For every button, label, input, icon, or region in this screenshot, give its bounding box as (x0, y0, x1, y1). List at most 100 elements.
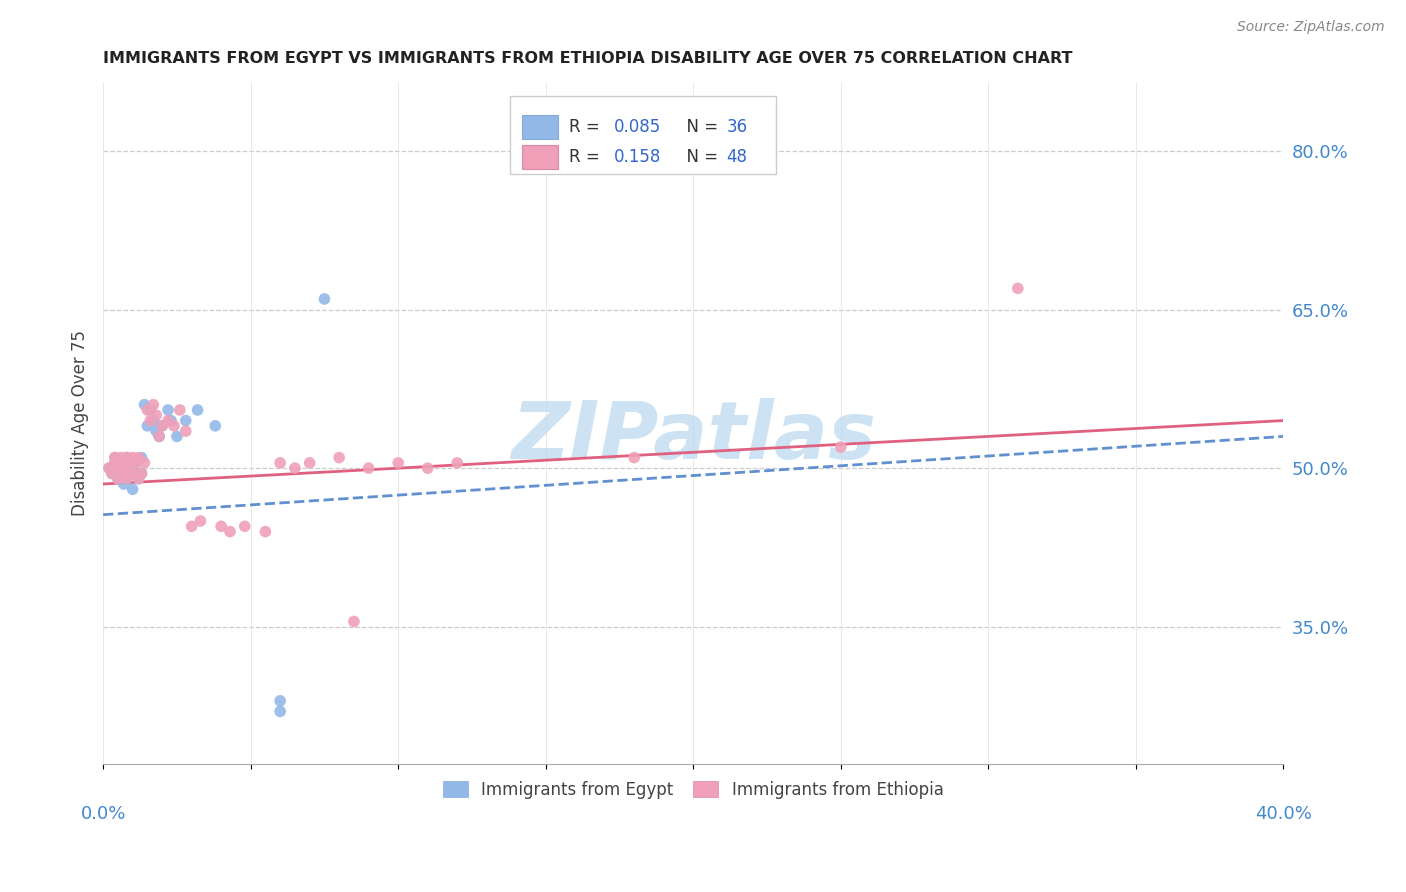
Text: Source: ZipAtlas.com: Source: ZipAtlas.com (1237, 20, 1385, 34)
Point (121, 483, 143, 497)
Point (104, 450, 127, 465)
Point (110, 461, 132, 475)
Point (150, 418, 173, 433)
Point (204, 418, 226, 433)
Point (219, 524, 242, 539)
Point (128, 450, 150, 465)
Point (298, 456, 321, 470)
Point (1007, 281, 1029, 295)
Legend: Immigrants from Egypt, Immigrants from Ethiopia: Immigrants from Egypt, Immigrants from E… (434, 772, 952, 807)
Point (160, 413, 183, 427)
Point (446, 456, 468, 470)
Text: 0.0%: 0.0% (80, 805, 125, 823)
Point (115, 472, 138, 486)
Point (142, 413, 165, 427)
Point (187, 403, 209, 417)
Point (131, 467, 153, 481)
Point (623, 450, 645, 465)
Point (139, 403, 162, 417)
Point (139, 413, 162, 427)
Text: 40.0%: 40.0% (1256, 805, 1312, 823)
Point (145, 409, 167, 423)
Point (131, 450, 153, 465)
Point (124, 456, 146, 470)
Point (314, 292, 336, 306)
Text: N =: N = (675, 148, 723, 166)
Point (115, 472, 138, 486)
Point (269, 694, 291, 708)
Text: N =: N = (675, 118, 723, 136)
Point (112, 461, 135, 475)
Point (115, 450, 138, 465)
Text: 36: 36 (727, 118, 748, 136)
Point (98, 461, 121, 475)
Point (174, 424, 197, 438)
Point (118, 456, 141, 470)
FancyBboxPatch shape (522, 145, 558, 169)
Point (233, 519, 256, 533)
Point (136, 418, 159, 433)
Point (150, 418, 173, 433)
Point (104, 456, 127, 470)
Point (134, 398, 156, 412)
Point (124, 456, 146, 470)
FancyBboxPatch shape (510, 95, 776, 174)
Point (209, 519, 232, 533)
Point (107, 456, 129, 470)
Point (190, 514, 212, 528)
Y-axis label: Disability Age Over 75: Disability Age Over 75 (72, 330, 89, 516)
Point (118, 467, 141, 481)
Point (118, 461, 141, 475)
FancyBboxPatch shape (522, 115, 558, 139)
Point (357, 461, 380, 475)
Point (98, 461, 121, 475)
Point (101, 467, 124, 481)
Point (104, 456, 127, 470)
Point (254, 524, 277, 539)
Point (163, 418, 186, 433)
Point (343, 615, 366, 629)
Text: IMMIGRANTS FROM EGYPT VS IMMIGRANTS FROM ETHIOPIA DISABILITY AGE OVER 75 CORRELA: IMMIGRANTS FROM EGYPT VS IMMIGRANTS FROM… (103, 51, 1073, 66)
Point (107, 472, 129, 486)
Point (136, 403, 159, 417)
Point (121, 461, 143, 475)
Point (148, 429, 170, 443)
Point (180, 519, 202, 533)
Point (157, 403, 180, 417)
Text: R =: R = (569, 118, 606, 136)
Point (112, 456, 135, 470)
Point (269, 456, 291, 470)
Point (145, 424, 167, 438)
Point (416, 461, 439, 475)
Point (328, 450, 350, 465)
Point (128, 472, 150, 486)
Point (115, 450, 138, 465)
Point (107, 461, 129, 475)
Text: 48: 48 (727, 148, 748, 166)
Point (112, 467, 135, 481)
Point (110, 467, 132, 481)
Point (830, 440, 852, 454)
Point (166, 429, 188, 443)
Point (131, 467, 153, 481)
Point (134, 456, 156, 470)
Point (128, 472, 150, 486)
Point (104, 450, 127, 465)
Point (284, 461, 307, 475)
Point (157, 413, 180, 427)
Text: 0.158: 0.158 (614, 148, 662, 166)
Point (387, 456, 409, 470)
Point (121, 450, 143, 465)
Point (112, 477, 135, 491)
Text: 0.085: 0.085 (614, 118, 661, 136)
Text: ZIPatlas: ZIPatlas (510, 398, 876, 475)
Point (107, 472, 129, 486)
Text: R =: R = (569, 148, 606, 166)
Point (142, 398, 165, 412)
Point (121, 467, 143, 481)
Point (169, 403, 191, 417)
Point (174, 413, 197, 427)
Point (269, 705, 291, 719)
Point (110, 450, 132, 465)
Point (110, 456, 132, 470)
